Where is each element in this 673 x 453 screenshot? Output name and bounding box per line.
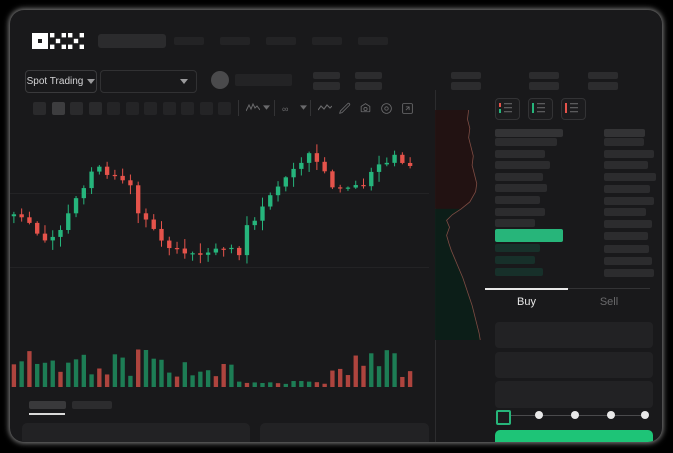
- svg-text:∞: ∞: [282, 104, 288, 113]
